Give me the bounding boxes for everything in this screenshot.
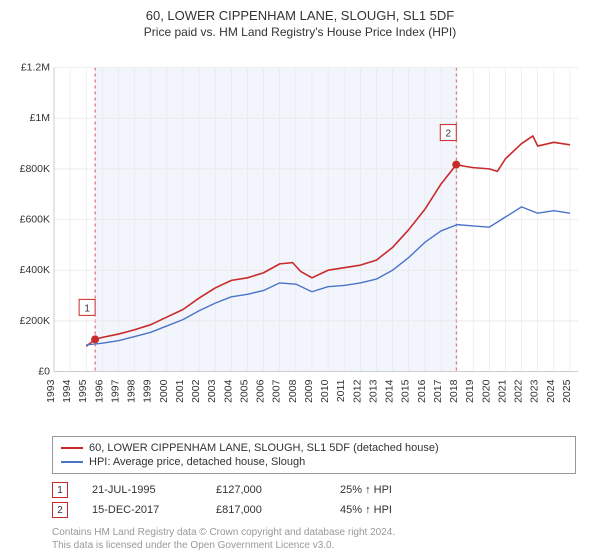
chart-container: 60, LOWER CIPPENHAM LANE, SLOUGH, SL1 5D… <box>0 0 600 560</box>
svg-text:2016: 2016 <box>416 379 428 403</box>
svg-text:£1.2M: £1.2M <box>21 61 50 73</box>
svg-text:2007: 2007 <box>271 379 283 403</box>
legend-item: 60, LOWER CIPPENHAM LANE, SLOUGH, SL1 5D… <box>61 441 567 455</box>
svg-text:£800K: £800K <box>20 163 50 175</box>
svg-text:2000: 2000 <box>158 379 170 403</box>
svg-text:2021: 2021 <box>496 379 508 403</box>
svg-text:2013: 2013 <box>367 379 379 403</box>
legend-item: HPI: Average price, detached house, Slou… <box>61 455 567 469</box>
legend-label: 60, LOWER CIPPENHAM LANE, SLOUGH, SL1 5D… <box>89 442 439 454</box>
svg-text:1994: 1994 <box>61 379 73 403</box>
svg-text:2: 2 <box>445 128 451 139</box>
svg-text:2018: 2018 <box>448 379 460 403</box>
chart-title: 60, LOWER CIPPENHAM LANE, SLOUGH, SL1 5D… <box>12 8 588 25</box>
svg-text:2025: 2025 <box>561 379 573 403</box>
svg-text:1995: 1995 <box>77 379 89 403</box>
chart-subtitle: Price paid vs. HM Land Registry's House … <box>12 25 588 39</box>
svg-text:2024: 2024 <box>545 379 557 403</box>
svg-text:2023: 2023 <box>529 379 541 403</box>
svg-text:2011: 2011 <box>335 379 347 402</box>
svg-text:1997: 1997 <box>109 379 121 403</box>
transaction-row: 2 15-DEC-2017 £817,000 45% ↑ HPI <box>52 500 576 520</box>
svg-text:2006: 2006 <box>255 379 267 403</box>
chart-area: £0 £200K £400K £600K £800K £1M £1.2M 1993 1994 19… <box>12 45 588 428</box>
svg-text:2014: 2014 <box>384 379 396 403</box>
svg-text:1999: 1999 <box>142 379 154 403</box>
transaction-delta: 25% ↑ HPI <box>340 484 440 496</box>
svg-text:£200K: £200K <box>20 315 50 327</box>
svg-text:1998: 1998 <box>126 379 138 403</box>
svg-text:2009: 2009 <box>303 379 315 403</box>
svg-text:2019: 2019 <box>464 379 476 403</box>
svg-text:1996: 1996 <box>93 379 105 403</box>
svg-text:2002: 2002 <box>190 379 202 403</box>
footer-line-2: This data is licensed under the Open Gov… <box>52 539 576 552</box>
transaction-date: 15-DEC-2017 <box>92 504 192 516</box>
footer: Contains HM Land Registry data © Crown c… <box>52 526 576 552</box>
svg-text:2004: 2004 <box>222 379 234 403</box>
svg-text:2020: 2020 <box>480 379 492 403</box>
transaction-row: 1 21-JUL-1995 £127,000 25% ↑ HPI <box>52 480 576 500</box>
svg-text:2010: 2010 <box>319 379 331 403</box>
svg-text:2017: 2017 <box>432 379 444 403</box>
legend-swatch <box>61 447 83 449</box>
legend: 60, LOWER CIPPENHAM LANE, SLOUGH, SL1 5D… <box>52 436 576 474</box>
svg-text:2012: 2012 <box>351 379 363 403</box>
transaction-date: 21-JUL-1995 <box>92 484 192 496</box>
svg-text:1993: 1993 <box>45 379 57 403</box>
transaction-marker: 1 <box>52 482 68 498</box>
svg-text:£600K: £600K <box>20 213 50 225</box>
svg-text:£400K: £400K <box>20 264 50 276</box>
svg-text:£0: £0 <box>38 365 50 377</box>
legend-swatch <box>61 461 83 463</box>
transactions-table: 1 21-JUL-1995 £127,000 25% ↑ HPI 2 15-DEC-201… <box>52 480 576 520</box>
transaction-marker: 2 <box>52 502 68 518</box>
svg-text:2003: 2003 <box>206 379 218 403</box>
svg-text:2001: 2001 <box>174 379 186 403</box>
svg-text:1: 1 <box>84 303 90 314</box>
svg-text:£1M: £1M <box>30 112 50 124</box>
transaction-price: £817,000 <box>216 504 316 516</box>
svg-text:2008: 2008 <box>287 379 299 403</box>
svg-text:2022: 2022 <box>513 379 525 403</box>
line-chart-svg: £0 £200K £400K £600K £800K £1M £1.2M 1993 1994 19… <box>12 45 588 428</box>
transaction-delta: 45% ↑ HPI <box>340 504 440 516</box>
transaction-price: £127,000 <box>216 484 316 496</box>
svg-text:2005: 2005 <box>238 379 250 403</box>
svg-text:2015: 2015 <box>400 379 412 403</box>
legend-label: HPI: Average price, detached house, Slou… <box>89 456 305 468</box>
footer-line-1: Contains HM Land Registry data © Crown c… <box>52 526 576 539</box>
